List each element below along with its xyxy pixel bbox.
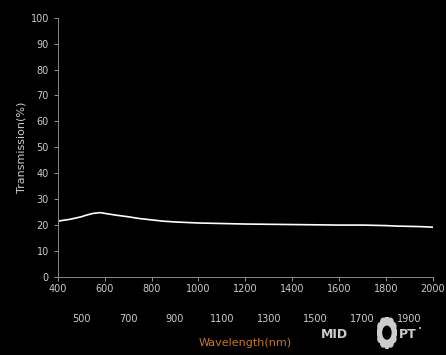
- Text: MID: MID: [321, 328, 348, 341]
- Circle shape: [388, 339, 393, 347]
- Text: Wavelength(nm): Wavelength(nm): [199, 338, 292, 348]
- Text: 1500: 1500: [303, 314, 328, 324]
- Circle shape: [384, 317, 389, 324]
- Circle shape: [381, 339, 385, 347]
- Text: 1700: 1700: [350, 314, 375, 324]
- Circle shape: [392, 329, 397, 337]
- Circle shape: [384, 341, 389, 349]
- Text: 1300: 1300: [256, 314, 281, 324]
- Circle shape: [378, 318, 396, 347]
- Text: •: •: [418, 326, 422, 332]
- Circle shape: [383, 326, 391, 339]
- Circle shape: [378, 323, 383, 331]
- Circle shape: [377, 329, 382, 337]
- Circle shape: [388, 318, 393, 326]
- Text: 1100: 1100: [210, 314, 234, 324]
- Text: 1900: 1900: [397, 314, 421, 324]
- Text: PT: PT: [399, 328, 417, 341]
- Text: 500: 500: [72, 314, 91, 324]
- Circle shape: [381, 318, 385, 326]
- Circle shape: [391, 335, 396, 343]
- Circle shape: [391, 323, 396, 331]
- Text: 700: 700: [119, 314, 137, 324]
- Text: 900: 900: [166, 314, 184, 324]
- Circle shape: [378, 335, 383, 343]
- Y-axis label: Transmission(%): Transmission(%): [17, 102, 26, 193]
